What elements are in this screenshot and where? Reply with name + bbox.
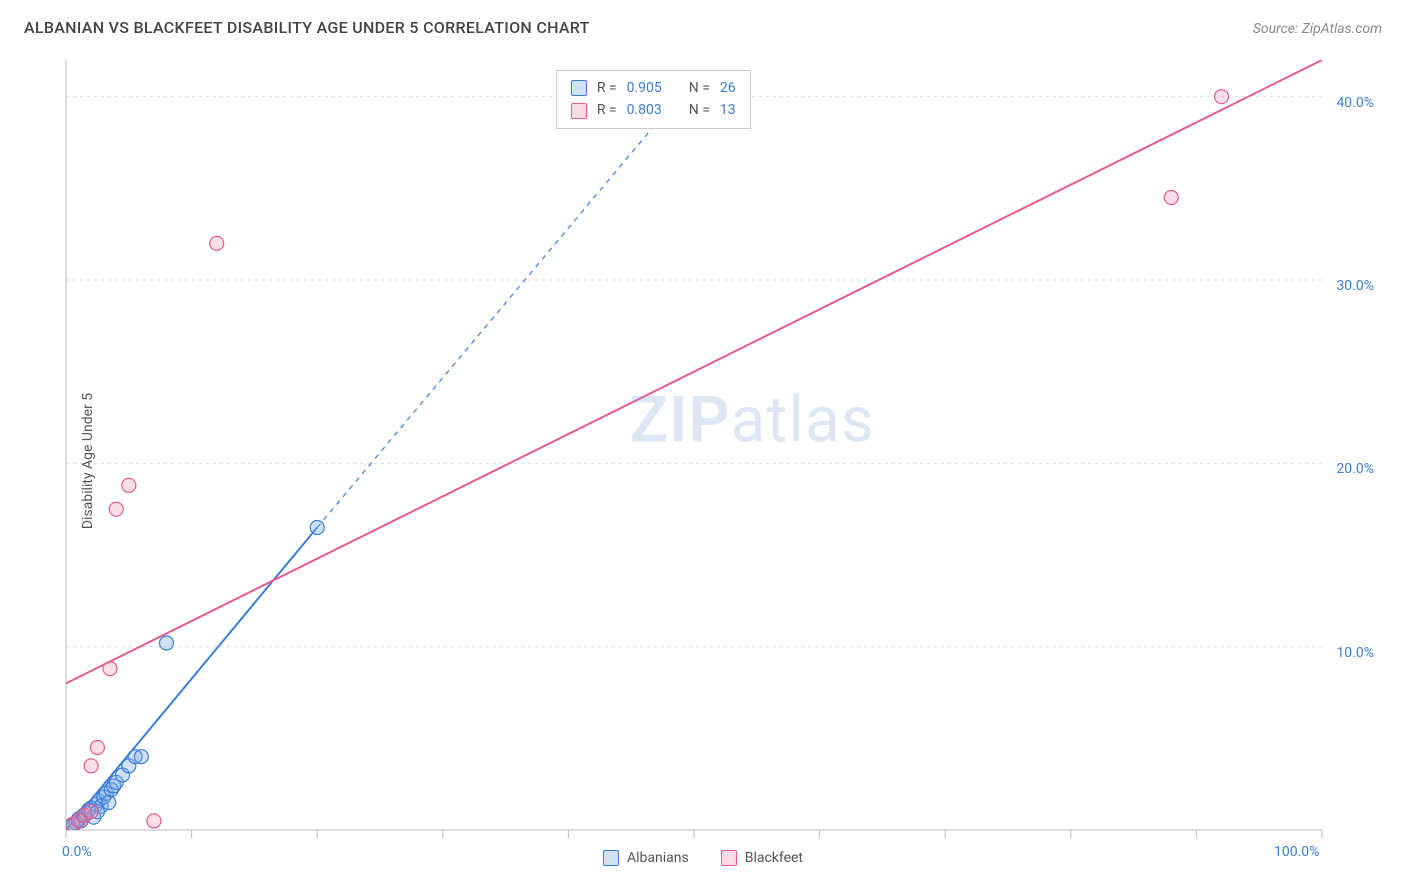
- chart-container: Disability Age Under 5 ZIPatlas 10.0%20.…: [18, 48, 1388, 874]
- stat-R-value: 0.803: [627, 99, 662, 121]
- legend-swatch: [571, 80, 587, 96]
- legend-swatch: [721, 850, 737, 866]
- stat-N-value: 26: [720, 77, 736, 99]
- scatter-plot: [18, 48, 1388, 874]
- source-attribution: Source: ZipAtlas.com: [1253, 21, 1382, 37]
- stat-N-value: 13: [720, 99, 736, 121]
- legend-item: Albanians: [603, 850, 689, 866]
- legend-swatch: [603, 850, 619, 866]
- y-tick-label: 40.0%: [1336, 95, 1374, 111]
- legend-label: Blackfeet: [745, 850, 803, 866]
- legend-label: Albanians: [627, 850, 689, 866]
- legend-item: Blackfeet: [721, 850, 803, 866]
- chart-title: ALBANIAN VS BLACKFEET DISABILITY AGE UND…: [24, 18, 590, 37]
- stat-N-label: N =: [689, 99, 710, 121]
- x-tick-label: 100.0%: [1274, 844, 1319, 860]
- y-tick-label: 20.0%: [1336, 461, 1374, 477]
- legend-swatch: [571, 103, 587, 119]
- x-tick-label: 0.0%: [62, 844, 92, 860]
- stats-legend-box: R = 0.905 N = 26 R = 0.803 N = 13: [556, 70, 751, 129]
- stat-R-value: 0.905: [627, 77, 662, 99]
- legend-bottom: Albanians Blackfeet: [603, 850, 803, 866]
- y-tick-label: 30.0%: [1336, 278, 1374, 294]
- stat-R-label: R =: [597, 99, 617, 121]
- y-tick-label: 10.0%: [1336, 645, 1374, 661]
- stat-N-label: N =: [689, 77, 710, 99]
- y-axis-label: Disability Age Under 5: [80, 393, 96, 529]
- stat-R-label: R =: [597, 77, 617, 99]
